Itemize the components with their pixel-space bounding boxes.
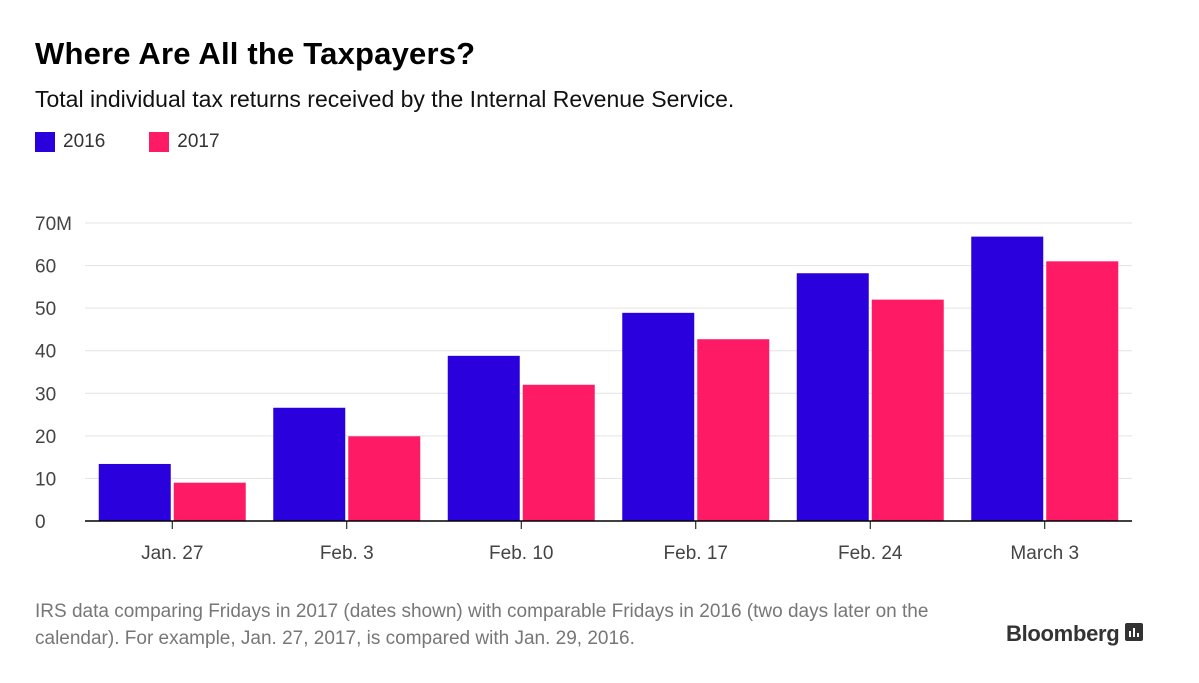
x-tick-label: Jan. 27 xyxy=(141,543,203,564)
chart-subtitle: Total individual tax returns received by… xyxy=(35,86,735,112)
bar-2016-1 xyxy=(273,407,346,521)
bar-2017-4 xyxy=(871,299,944,521)
x-tick-label: Feb. 24 xyxy=(838,543,903,564)
y-tick-label: 40 xyxy=(35,342,56,363)
bar-2016-4 xyxy=(796,273,869,521)
legend-item-2016: 2016 xyxy=(35,131,105,153)
footnote: IRS data comparing Fridays in 2017 (date… xyxy=(35,601,929,649)
bar-2016-2 xyxy=(447,355,520,521)
x-tick-label: Feb. 17 xyxy=(664,543,728,564)
y-tick-label: 50 xyxy=(35,299,56,320)
bar-2017-5 xyxy=(1046,261,1119,521)
legend-label-2016: 2016 xyxy=(63,131,106,152)
bar-2016-3 xyxy=(622,312,695,521)
x-tick-label: March 3 xyxy=(1010,543,1079,564)
y-tick-label: 20 xyxy=(35,427,56,448)
y-tick-label: 30 xyxy=(35,384,56,405)
brand-name: Bloomberg xyxy=(1006,621,1120,646)
bar-2017-2 xyxy=(522,384,595,521)
bar-2017-1 xyxy=(348,436,421,521)
x-tick-label: Feb. 10 xyxy=(489,543,553,564)
legend-swatch-2017 xyxy=(149,132,170,152)
y-tick-label: 10 xyxy=(35,469,56,490)
bar-2017-3 xyxy=(697,339,770,521)
x-tick-label: Feb. 3 xyxy=(320,543,374,564)
y-tick-label: 0 xyxy=(35,512,46,533)
bar-2016-5 xyxy=(971,236,1044,521)
legend: 2016 2017 xyxy=(35,131,264,153)
bar-2016-0 xyxy=(98,463,171,521)
bar-2017-0 xyxy=(173,482,246,521)
chart-title: Where Are All the Taxpayers? xyxy=(35,36,476,71)
y-tick-label: 70M xyxy=(35,214,72,235)
bloomberg-terminal-icon xyxy=(1125,621,1144,647)
legend-swatch-2016 xyxy=(35,132,55,152)
y-tick-label: 60 xyxy=(35,257,56,278)
legend-item-2017: 2017 xyxy=(149,131,220,153)
brand: Bloomberg xyxy=(1006,621,1144,647)
legend-label-2017: 2017 xyxy=(177,131,220,152)
